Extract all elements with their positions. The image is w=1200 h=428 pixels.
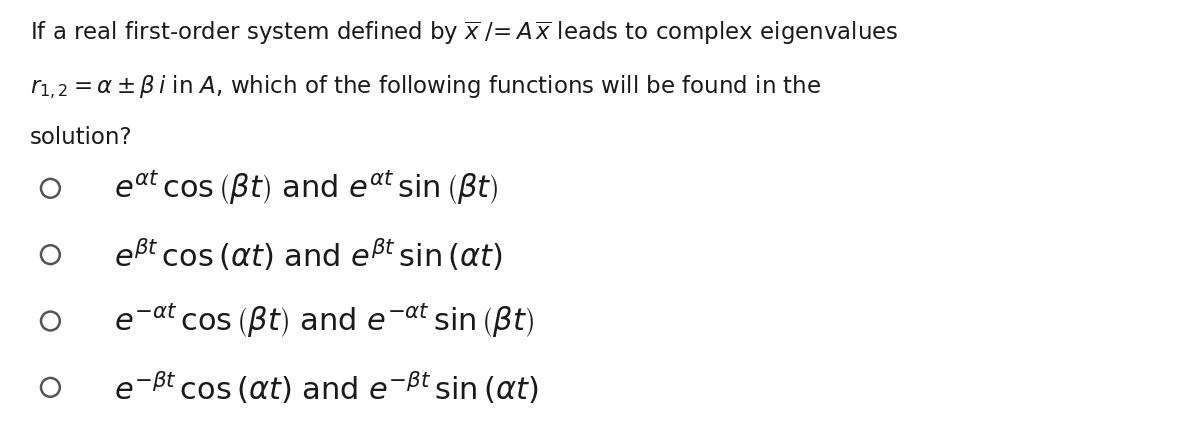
Text: If a real first-order system defined by $\overline{x}\;/\!= A\,\overline{x}$ lea: If a real first-order system defined by … — [30, 19, 899, 47]
Text: $e^{-\beta t}\,\cos\left(\alpha t\right)$ and $e^{-\beta t}\,\sin\left(\alpha t\: $e^{-\beta t}\,\cos\left(\alpha t\right)… — [114, 369, 539, 406]
Text: $r_{1,2} = \alpha \pm \beta\,i$ in $A$, which of the following functions will be: $r_{1,2} = \alpha \pm \beta\,i$ in $A$, … — [30, 73, 821, 101]
Text: $e^{\beta t}\,\cos\left(\alpha t\right)$ and $e^{\beta t}\,\sin\left(\alpha t\ri: $e^{\beta t}\,\cos\left(\alpha t\right)$… — [114, 236, 503, 273]
Text: solution?: solution? — [30, 126, 133, 149]
Text: $e^{\alpha t}\,\cos\left(\beta t\right)$ and $e^{\alpha t}\,\sin\left(\beta t\ri: $e^{\alpha t}\,\cos\left(\beta t\right)$… — [114, 169, 498, 208]
Text: $e^{-\alpha t}\,\cos\left(\beta t\right)$ and $e^{-\alpha t}\,\sin\left(\beta t\: $e^{-\alpha t}\,\cos\left(\beta t\right)… — [114, 302, 534, 340]
